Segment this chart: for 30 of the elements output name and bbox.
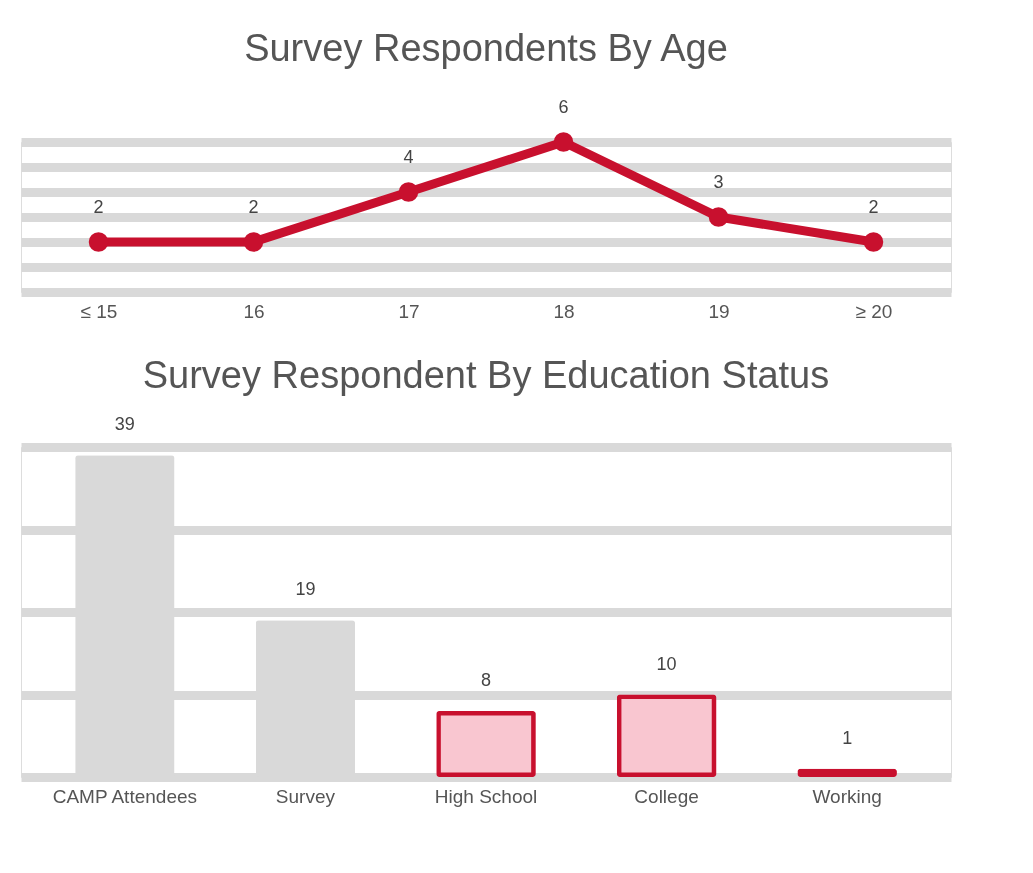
x-tick-label: 17 [398,300,420,322]
x-tick-label: High School [434,785,538,807]
x-tick-label: 18 [553,300,575,322]
x-tick-label: CAMP Attendees [52,785,198,807]
chart-title: Survey Respondent By Education Status [142,354,830,397]
data-label: 2 [868,197,879,217]
data-label: 8 [480,670,492,690]
data-label: 6 [558,97,569,117]
x-tick-label: ≥ 20 [855,300,893,322]
x-tick-label: 16 [243,300,265,322]
data-label: 4 [403,147,414,167]
x-tick-label: ≤ 15 [80,300,118,322]
data-label: 19 [295,579,316,600]
x-tick-label: College [634,785,699,807]
point [553,132,574,152]
point [398,182,419,202]
point [863,232,884,252]
data-label: 10 [656,653,677,674]
data-label: 2 [93,197,104,217]
data-label: 2 [248,197,259,217]
point [243,232,264,252]
point [708,207,729,227]
x-tick-label: Working [812,785,882,807]
data-label: 1 [842,727,853,748]
point [88,232,109,252]
x-tick-label: Survey [275,785,336,807]
x-tick-label: 19 [708,300,730,322]
chart-title: Survey Respondents By Age [244,27,728,69]
data-label: 39 [114,414,135,435]
data-label: 3 [713,172,724,192]
